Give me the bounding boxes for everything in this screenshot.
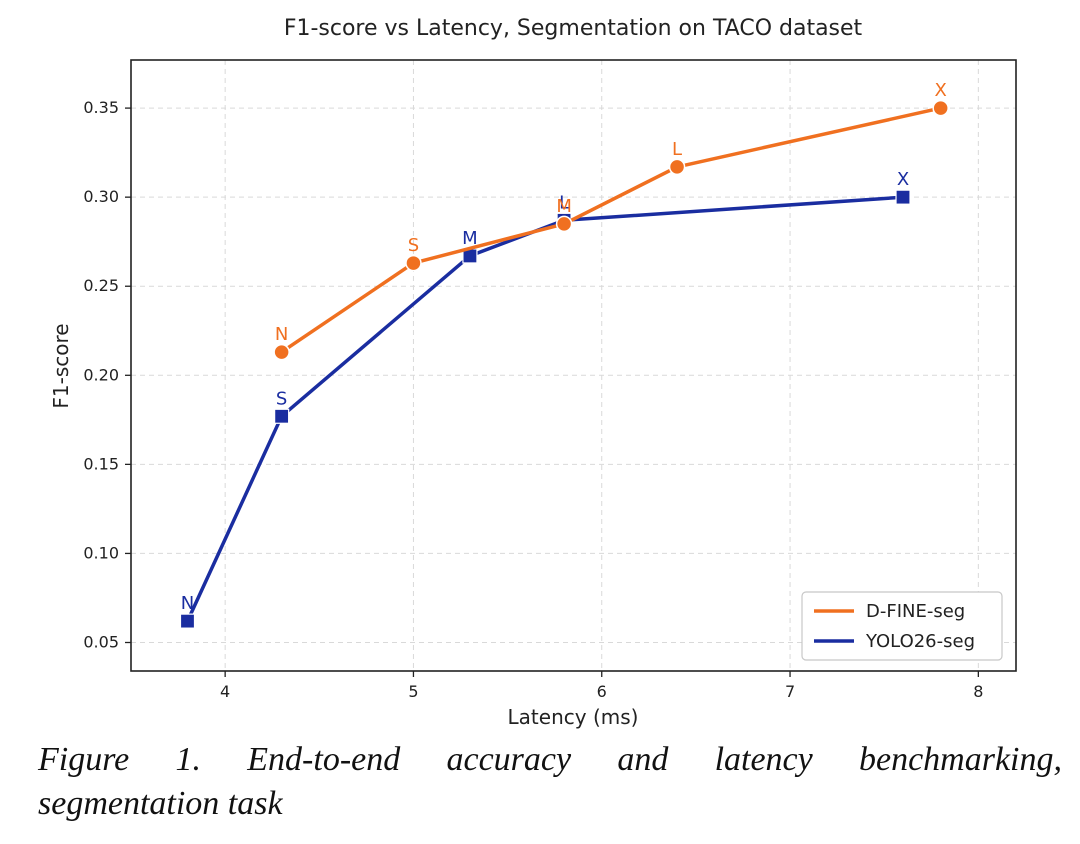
y-tick-label: 0.30	[83, 187, 119, 206]
series-line-yolo26-seg	[185, 195, 905, 623]
y-tick-label: 0.20	[83, 365, 119, 384]
data-point-yolo26-seg	[274, 408, 290, 424]
point-label-yolo26-seg: S	[276, 388, 287, 409]
legend-label-yolo26-seg: YOLO26-seg	[865, 631, 975, 652]
data-point-yolo26-seg	[895, 189, 911, 205]
x-tick-label: 6	[597, 682, 607, 701]
y-axis-label: F1-score	[49, 323, 73, 408]
legend-label-d-fine-seg: D-FINE-seg	[866, 601, 965, 622]
data-point-d-fine-seg	[668, 158, 686, 176]
point-label-d-fine-seg: N	[275, 324, 288, 345]
data-point-d-fine-seg	[405, 254, 422, 272]
point-label-yolo26-seg: X	[897, 169, 909, 190]
y-tick-label: 0.35	[83, 98, 119, 117]
point-label-d-fine-seg: S	[408, 235, 419, 256]
point-label-d-fine-seg: X	[935, 80, 947, 101]
x-tick-label: 8	[973, 682, 983, 701]
point-label-d-fine-seg: L	[672, 139, 682, 160]
chart-title: F1-score vs Latency, Segmentation on TAC…	[284, 16, 863, 41]
legend: D-FINE-seg YOLO26-seg	[801, 591, 1003, 661]
axis-ticks: 4 5 6 7 8 0.05 0.10 0.15 0.20 0.25 0.30 0.35	[83, 98, 983, 701]
caption-line-1: Figure 1. End-to-end accuracy and latenc…	[38, 741, 1062, 778]
chart: F1-score vs Latency, Segmentation on TAC…	[49, 16, 1017, 729]
x-tick-label: 5	[408, 682, 418, 701]
y-tick-label: 0.10	[83, 543, 119, 562]
series-line-d-fine-seg	[279, 106, 943, 354]
y-tick-label: 0.15	[83, 454, 119, 473]
x-tick-label: 4	[220, 682, 230, 701]
data-point-d-fine-seg	[273, 343, 290, 361]
legend-box	[801, 591, 1003, 661]
point-label-d-fine-seg: M	[556, 196, 572, 217]
y-tick-label: 0.05	[83, 632, 119, 651]
x-axis-label: Latency (ms)	[508, 705, 639, 729]
point-label-yolo26-seg: L	[559, 192, 569, 213]
data-point-yolo26-seg	[179, 613, 196, 629]
point-label-yolo26-seg: N	[181, 593, 194, 614]
data-point-d-fine-seg	[555, 215, 573, 233]
figure-caption: Figure 1. End-to-end accuracy and latenc…	[38, 738, 1062, 826]
grid	[131, 60, 1016, 671]
plot-area-frame	[130, 59, 1017, 672]
y-tick-label: 0.25	[83, 276, 119, 295]
caption-line-2: segmentation task	[38, 785, 283, 822]
x-tick-label: 7	[785, 682, 795, 701]
data-point-d-fine-seg	[932, 99, 949, 117]
point-label-yolo26-seg: M	[462, 228, 478, 249]
